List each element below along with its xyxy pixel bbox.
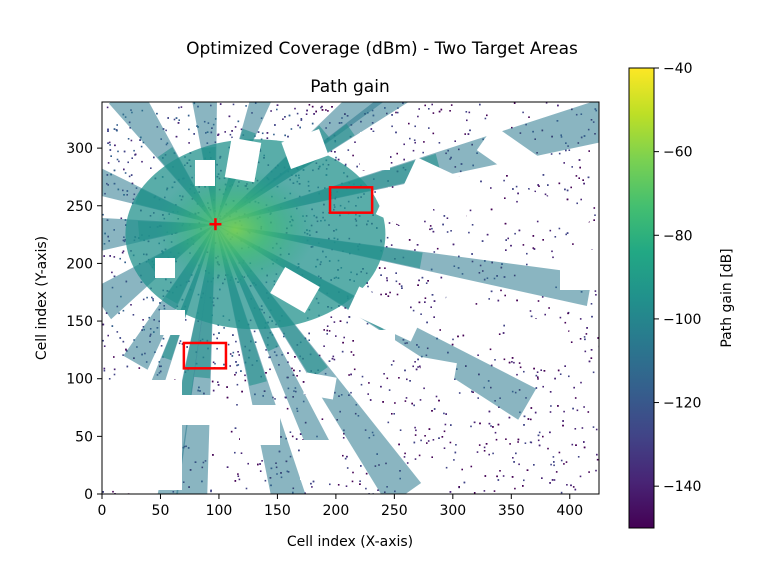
x-tick-label: 300 [439, 503, 466, 519]
figure-suptitle: Optimized Coverage (dBm) - Two Target Ar… [186, 39, 578, 59]
y-axis-ticks: 0 50 100 150 200 250 300 [66, 141, 102, 503]
colorbar-ticks: −40 −60 −80 −100 −120 −140 [654, 61, 701, 495]
colorbar-tick-label: −40 [663, 61, 693, 77]
y-axis-label: Cell index (Y-axis) [34, 236, 50, 360]
x-tick-label: 50 [152, 503, 170, 519]
y-tick-label: 300 [66, 141, 93, 157]
colorbar-tick-label: −60 [663, 145, 693, 161]
x-tick-label: 150 [264, 503, 291, 519]
x-axis-label: Cell index (X-axis) [287, 534, 413, 550]
x-tick-label: 250 [381, 503, 408, 519]
colorbar-tick-label: −100 [663, 312, 701, 328]
target-area-box [328, 186, 374, 214]
core-coverage-layer [125, 139, 386, 330]
colorbar-label: Path gain [dB] [719, 248, 735, 347]
colorbar-tick-label: −120 [663, 396, 701, 412]
y-tick-label: 250 [66, 199, 93, 215]
coverage-heatmap [102, 102, 599, 494]
x-tick-label: 200 [323, 503, 350, 519]
chart-title: Path gain [310, 77, 389, 97]
y-tick-label: 100 [66, 372, 93, 388]
x-tick-label: 400 [556, 503, 583, 519]
y-tick-label: 0 [84, 487, 93, 503]
y-tick-label: 150 [66, 314, 93, 330]
target-area-box [182, 341, 228, 370]
overlay-layer [182, 186, 374, 370]
colorbar-tick-label: −140 [663, 479, 701, 495]
colorbar [628, 67, 655, 529]
colorbar-tick-label: −80 [663, 228, 693, 244]
y-tick-label: 50 [75, 429, 93, 445]
transmitter-marker [209, 218, 222, 231]
x-tick-label: 100 [206, 503, 233, 519]
x-axis-ticks: 0 50 100 150 200 250 300 350 400 [98, 494, 583, 519]
plot-frame [101, 101, 600, 495]
x-tick-label: 350 [498, 503, 525, 519]
x-tick-label: 0 [98, 503, 107, 519]
y-tick-label: 200 [66, 256, 93, 272]
building-layer [102, 125, 599, 490]
